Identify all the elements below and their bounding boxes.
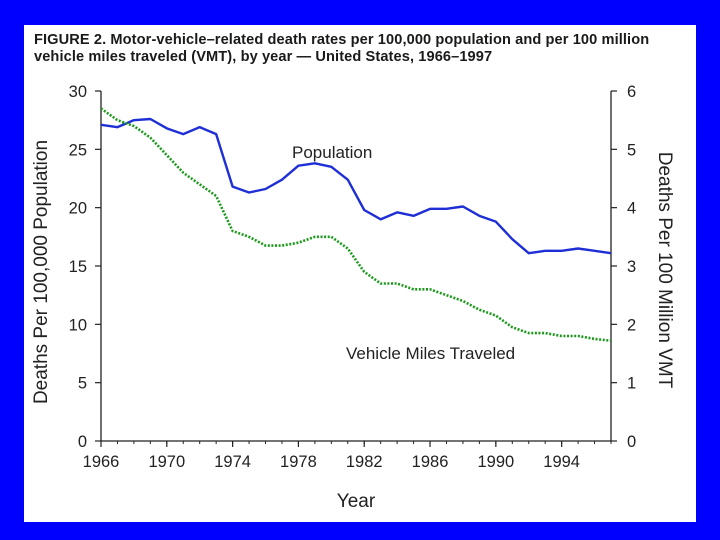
y-right-axis-title: Deaths Per 100 Million VMT [654, 152, 675, 389]
series-lines [100, 107, 612, 342]
chart-title: FIGURE 2. Motor-vehicle–related death ra… [34, 32, 650, 65]
y-right-tick-label: 1 [627, 375, 636, 393]
x-tick-label: 1982 [346, 453, 383, 471]
y-left-tick-label: 25 [69, 141, 87, 159]
figure-panel: FIGURE 2. Motor-vehicle–related death ra… [24, 25, 696, 522]
y-right-tick-label: 0 [627, 433, 636, 451]
y-left-tick-label: 30 [69, 83, 87, 101]
y-left-tick-label: 0 [78, 433, 87, 451]
y-right-tick-label: 2 [627, 316, 636, 334]
y-left-axis-title: Deaths Per 100,000 Population [31, 140, 52, 404]
x-tick-labels: 1966 1970 1974 1978 1982 1986 1990 1994 [83, 453, 580, 471]
axes-group [95, 90, 617, 447]
series-label-population: Population [292, 143, 372, 162]
y-left-tick-label: 10 [69, 316, 87, 334]
y-right-tick-label: 6 [627, 83, 636, 101]
y-right-tick-label: 3 [627, 258, 636, 276]
y-right-tick-labels: 0 1 2 3 4 5 6 [627, 83, 636, 451]
y-left-tick-label: 5 [78, 375, 87, 393]
x-axis-title: Year [337, 491, 376, 512]
y-left-tick-labels: 0 5 10 15 20 25 30 [69, 83, 87, 451]
y-right-tick-label: 4 [627, 200, 636, 218]
series-line-population [100, 117, 612, 255]
x-tick-label: 1978 [280, 453, 317, 471]
y-left-tick-label: 15 [69, 258, 87, 276]
x-tick-label: 1974 [214, 453, 251, 471]
x-tick-label: 1990 [477, 453, 514, 471]
x-tick-label: 1970 [148, 453, 185, 471]
y-left-tick-label: 20 [69, 200, 87, 218]
series-line-vmt [100, 107, 612, 342]
series-label-vmt: Vehicle Miles Traveled [346, 344, 515, 363]
x-tick-label: 1966 [83, 453, 120, 471]
y-right-tick-label: 5 [627, 141, 636, 159]
x-tick-label: 1994 [543, 453, 580, 471]
x-tick-label: 1986 [412, 453, 449, 471]
